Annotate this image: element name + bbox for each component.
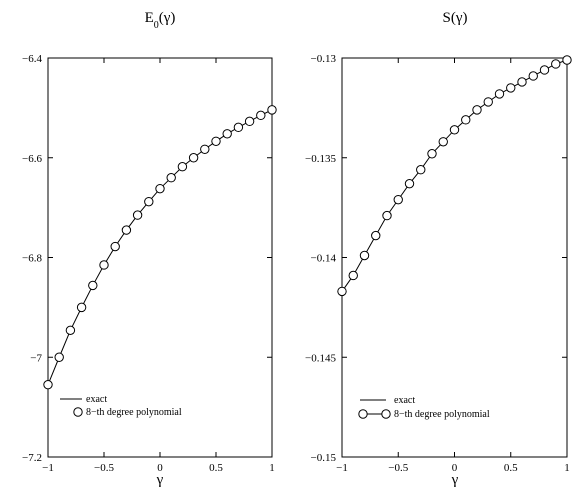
chart-s-y-tick-label: −0.13 <box>311 53 337 65</box>
chart-e0-title-main: E <box>145 10 154 26</box>
chart-e0-x-tick-label: −1 <box>42 462 54 474</box>
chart-e0-series-poly-point <box>166 173 176 183</box>
chart-s-x-tick-label: −0.5 <box>388 462 408 474</box>
chart-e0-legend-exact-label: exact <box>86 394 107 405</box>
chart-s-series-poly-point <box>359 250 370 261</box>
chart-s-series-poly-point <box>393 194 403 205</box>
chart-e0-y-tick-label: −6.4 <box>22 53 42 65</box>
chart-e0-series-poly-point <box>222 129 232 139</box>
chart-s-xlabel: γ <box>451 472 459 488</box>
chart-s-x-tick-label: 0 <box>452 462 458 474</box>
chart-s-series-poly-point <box>371 230 381 241</box>
chart-e0-x-tick-label: 0 <box>157 462 163 474</box>
chart-e0-title: E0(γ) <box>145 10 176 31</box>
chart-s-series-poly-point <box>404 178 415 189</box>
chart-e0-series-poly-point <box>256 110 266 121</box>
chart-e0-series-poly-point <box>200 144 210 154</box>
chart-s-series-poly-point <box>461 115 471 125</box>
chart-s-series-poly-point <box>528 71 538 81</box>
chart-s-y-tick-label: −0.15 <box>311 452 337 464</box>
chart-s-axes-frame <box>341 57 568 458</box>
chart-e0-series-poly-point <box>76 302 87 313</box>
chart-e0-legend-poly-label: 8−th degree polynomial <box>86 407 182 418</box>
chart-s-x-tick-label: −1 <box>336 462 348 474</box>
chart-s-title-arg: (γ) <box>451 10 468 26</box>
chart-s-series-poly-point <box>506 83 516 93</box>
chart-s-series-exact-line <box>341 59 568 292</box>
chart-s-title-main: S <box>443 10 451 26</box>
chart-e0-series-exact-line <box>47 109 273 385</box>
chart-e0-title-arg: (γ) <box>159 10 176 26</box>
chart-e0-xlabel: γ <box>156 472 164 488</box>
chart-s-legend-exact-label: exact <box>394 395 415 406</box>
chart-e0: E0(γ) −1 −0.5 0 0.5 1−7.2−7−6.8−6.6−6.4 γ ex… <box>22 10 277 488</box>
chart-s-x-tick-label: 1 <box>564 462 570 474</box>
chart-s-series-poly-point <box>539 65 550 75</box>
chart-e0-series-poly-point <box>121 225 132 235</box>
chart-e0-series-poly-point <box>244 116 255 127</box>
chart-s-legend-poly-swatch-a <box>358 409 368 419</box>
chart-s-series-poly-point <box>517 77 527 87</box>
chart-e0-y-tick-label: −7 <box>30 352 42 364</box>
chart-e0-title-sub: 0 <box>154 20 159 31</box>
chart-s-y-tick-label: −0.145 <box>305 352 336 364</box>
chart-s-title: S(γ) <box>443 10 468 26</box>
chart-e0-series-poly-point <box>65 325 76 336</box>
chart-s-series-poly-point <box>449 125 460 135</box>
chart-e0-y-tick-label: −6.6 <box>22 153 42 165</box>
chart-e0-x-tick-label: 1 <box>269 462 275 474</box>
chart-e0-series-poly-point <box>267 105 277 115</box>
chart-s-series-poly-point <box>551 59 561 69</box>
chart-s-series-poly-point <box>562 55 572 65</box>
chart-e0-plot-area: −1 −0.5 0 0.5 1 −7.2 −7 −6.8 −6.6 −6.4 <box>22 53 277 474</box>
chart-e0-legend-poly-swatch <box>73 407 83 417</box>
chart-s-series-poly-point <box>494 89 505 99</box>
chart-s-series-poly-point <box>337 286 347 297</box>
chart-e0-y-tick-label: −6.8 <box>22 253 42 265</box>
chart-e0-series-poly-point <box>144 196 154 207</box>
chart-s-y-tick-label: −0.14 <box>311 253 337 265</box>
chart-s-series-poly-point <box>472 105 482 115</box>
chart-e0-series-poly-point <box>211 136 221 146</box>
chart-e0-series-poly-point <box>99 260 109 270</box>
chart-s-series-poly-point <box>348 270 358 281</box>
chart-s-series-poly-point <box>483 97 493 107</box>
chart-e0-x-tick-label: 0.5 <box>209 462 223 474</box>
chart-e0-series-poly-point <box>132 210 143 220</box>
chart-e0-series-poly-point <box>188 153 199 163</box>
chart-e0-series-poly-point <box>54 352 64 362</box>
chart-e0-series-poly-point <box>110 241 120 252</box>
chart-e0-series-poly-point <box>155 183 165 194</box>
chart-e0-series-poly-point <box>43 379 53 390</box>
chart-e0-axes-frame <box>47 57 273 458</box>
chart-s-series-poly-point <box>416 165 426 175</box>
chart-s-legend-poly-label: 8−th degree polynomial <box>394 409 490 420</box>
chart-s-series-poly-point <box>382 210 392 221</box>
chart-s-series-poly-point <box>427 149 437 159</box>
chart-s-plot-area: −1 −0.5 0 0.5 1 −0.15 −0.145 −0.14 −0.135 −0.13 <box>305 53 572 474</box>
chart-s-y-tick-label: −0.135 <box>305 153 336 165</box>
chart-e0-series-poly-point <box>88 280 98 291</box>
chart-e0-x-tick-label: −0.5 <box>94 462 114 474</box>
chart-e0-series-poly-point <box>177 162 188 172</box>
chart-e0-legend: exact 8−th degree polynomial <box>60 394 182 418</box>
chart-s-x-tick-label: 0.5 <box>504 462 518 474</box>
chart-e0-y-tick-label: −7.2 <box>22 452 42 464</box>
chart-s-series-poly-point <box>438 137 448 147</box>
chart-s: S(γ) −1 −0.5 0 0.5 1 −0.15 −0.145 −0.14 −0.135 −0… <box>305 10 572 488</box>
chart-s-legend: exact 8−th degree polynomial <box>358 395 490 420</box>
chart-e0-series-poly-point <box>233 122 244 133</box>
chart-s-legend-poly-swatch-b <box>381 409 391 419</box>
